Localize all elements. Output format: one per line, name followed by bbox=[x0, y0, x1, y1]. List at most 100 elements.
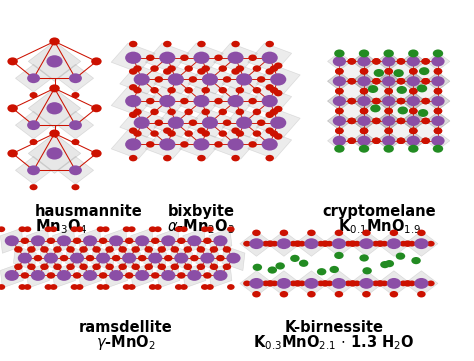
Polygon shape bbox=[91, 245, 115, 271]
Circle shape bbox=[236, 65, 244, 72]
Polygon shape bbox=[28, 42, 81, 81]
Polygon shape bbox=[377, 271, 410, 296]
Circle shape bbox=[18, 284, 26, 290]
Circle shape bbox=[397, 86, 407, 94]
Polygon shape bbox=[16, 157, 52, 184]
Circle shape bbox=[123, 226, 130, 232]
Circle shape bbox=[161, 235, 175, 246]
Circle shape bbox=[50, 284, 57, 290]
Polygon shape bbox=[352, 72, 376, 90]
Circle shape bbox=[329, 266, 339, 273]
Circle shape bbox=[27, 264, 36, 270]
Circle shape bbox=[8, 57, 18, 65]
Circle shape bbox=[384, 128, 393, 134]
Text: $\gamma$-MnO$_2$: $\gamma$-MnO$_2$ bbox=[96, 333, 155, 352]
Polygon shape bbox=[401, 72, 425, 90]
Polygon shape bbox=[377, 132, 401, 150]
Circle shape bbox=[384, 88, 393, 94]
Circle shape bbox=[168, 117, 184, 129]
Circle shape bbox=[270, 87, 278, 93]
Circle shape bbox=[71, 226, 78, 232]
Polygon shape bbox=[267, 271, 301, 296]
Circle shape bbox=[418, 109, 428, 117]
Circle shape bbox=[333, 76, 346, 86]
Polygon shape bbox=[27, 263, 49, 288]
Circle shape bbox=[265, 41, 274, 47]
Circle shape bbox=[359, 49, 369, 57]
Circle shape bbox=[265, 68, 274, 75]
Circle shape bbox=[347, 78, 356, 84]
Circle shape bbox=[372, 138, 381, 144]
Circle shape bbox=[249, 278, 264, 289]
Circle shape bbox=[236, 130, 244, 137]
Circle shape bbox=[129, 84, 137, 91]
Circle shape bbox=[334, 145, 345, 153]
Circle shape bbox=[102, 284, 109, 290]
Circle shape bbox=[50, 226, 57, 232]
Polygon shape bbox=[377, 132, 401, 150]
Circle shape bbox=[321, 280, 329, 287]
Polygon shape bbox=[352, 92, 376, 110]
Polygon shape bbox=[214, 43, 257, 73]
Circle shape bbox=[29, 139, 37, 145]
Circle shape bbox=[359, 255, 369, 262]
Polygon shape bbox=[65, 245, 89, 271]
Circle shape bbox=[359, 145, 369, 153]
Circle shape bbox=[407, 76, 420, 86]
Polygon shape bbox=[401, 112, 425, 130]
Polygon shape bbox=[295, 271, 328, 296]
Circle shape bbox=[146, 141, 155, 148]
Polygon shape bbox=[105, 263, 128, 288]
Circle shape bbox=[45, 226, 52, 232]
Polygon shape bbox=[27, 228, 49, 253]
Circle shape bbox=[223, 246, 231, 253]
Circle shape bbox=[150, 87, 159, 93]
Circle shape bbox=[421, 118, 430, 124]
Circle shape bbox=[347, 58, 356, 65]
Circle shape bbox=[382, 56, 395, 66]
Circle shape bbox=[360, 128, 368, 134]
Circle shape bbox=[253, 87, 261, 93]
Circle shape bbox=[421, 58, 430, 65]
Polygon shape bbox=[328, 72, 351, 90]
Circle shape bbox=[384, 88, 393, 94]
Circle shape bbox=[384, 68, 393, 75]
Polygon shape bbox=[144, 245, 167, 271]
Polygon shape bbox=[352, 92, 376, 110]
Circle shape bbox=[431, 96, 445, 106]
Polygon shape bbox=[222, 65, 266, 94]
Circle shape bbox=[290, 255, 300, 262]
Circle shape bbox=[177, 272, 185, 279]
Polygon shape bbox=[157, 228, 180, 253]
Polygon shape bbox=[214, 86, 257, 116]
Circle shape bbox=[335, 68, 344, 75]
Polygon shape bbox=[405, 271, 438, 296]
Circle shape bbox=[384, 128, 393, 134]
Circle shape bbox=[201, 253, 214, 264]
Circle shape bbox=[345, 241, 352, 247]
Circle shape bbox=[193, 52, 210, 64]
Circle shape bbox=[383, 145, 394, 153]
Polygon shape bbox=[248, 43, 292, 73]
Circle shape bbox=[129, 127, 137, 134]
Circle shape bbox=[434, 68, 442, 75]
Circle shape bbox=[133, 65, 142, 72]
Polygon shape bbox=[377, 92, 401, 110]
Circle shape bbox=[91, 104, 101, 112]
Circle shape bbox=[347, 78, 356, 84]
Polygon shape bbox=[248, 86, 292, 116]
Circle shape bbox=[360, 88, 368, 94]
Polygon shape bbox=[426, 112, 450, 130]
Polygon shape bbox=[405, 231, 438, 256]
Circle shape bbox=[357, 116, 371, 126]
Circle shape bbox=[125, 95, 141, 107]
Polygon shape bbox=[377, 52, 401, 70]
Circle shape bbox=[372, 138, 381, 144]
Polygon shape bbox=[401, 92, 425, 110]
Polygon shape bbox=[256, 65, 300, 94]
Circle shape bbox=[372, 58, 381, 65]
Polygon shape bbox=[328, 132, 351, 150]
Circle shape bbox=[357, 96, 371, 106]
Circle shape bbox=[382, 136, 395, 146]
Circle shape bbox=[79, 264, 88, 270]
